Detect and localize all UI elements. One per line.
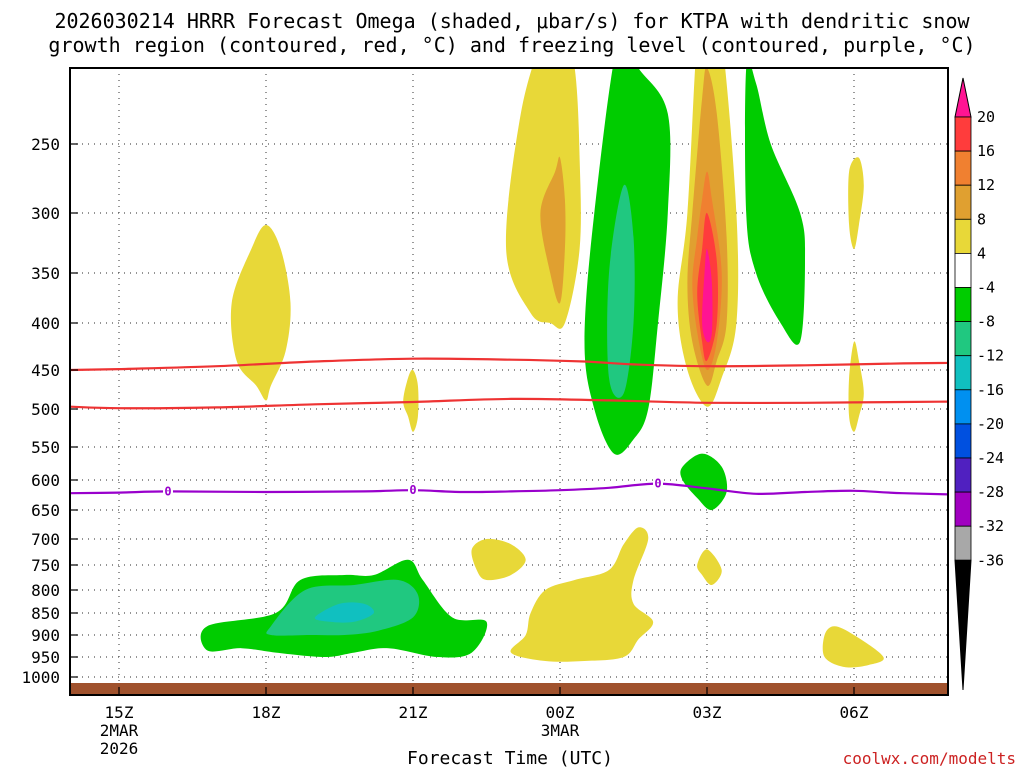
contour-line-2 <box>70 397 948 410</box>
y-tick-label-800: 800 <box>31 581 60 600</box>
x-tick-label-03z: 03Z <box>693 703 722 722</box>
y-axis-ticks: 250 300 350 400 450 500 550 600 650 700 750 800 850 9… <box>21 135 78 687</box>
freezing-level-label-bg-1 <box>163 484 173 498</box>
credit-text: coolwx.com/modelts <box>843 749 1016 768</box>
y-tick-label-550: 550 <box>31 438 60 457</box>
colorbar-bottom-arrow <box>954 559 972 691</box>
colorbar-label-6: -4 <box>977 279 995 297</box>
colorbar-swatch-3 <box>954 184 972 220</box>
colorbar-swatch-7 <box>954 321 972 357</box>
x-tick-year-15z: 2026 <box>100 739 139 758</box>
colorbar-label-13: -32 <box>977 517 1004 535</box>
omega-shading <box>200 68 884 668</box>
colorbar-swatch-8 <box>954 355 972 391</box>
plot-area: 0 0 0 <box>69 67 949 696</box>
omega-region-2 <box>403 369 419 432</box>
colorbar-label-7: -8 <box>977 313 995 331</box>
colorbar-label-3: 12 <box>977 176 995 194</box>
omega-region-1 <box>230 225 291 401</box>
omega-region-11 <box>702 248 713 343</box>
freezing-level-label-3: 0 <box>654 477 661 491</box>
colorbar-swatch-10 <box>954 423 972 459</box>
colorbar-label-8: -12 <box>977 347 1004 365</box>
colorbar-label-10: -20 <box>977 415 1004 433</box>
x-tick-label-18z: 18Z <box>252 703 281 722</box>
y-tick-label-350: 350 <box>31 264 60 283</box>
x-tick-label-06z: 06Z <box>840 703 869 722</box>
colorbar-swatch-13 <box>954 525 972 561</box>
x-tick-label-15z: 15Z <box>105 703 134 722</box>
contour-line-1 <box>70 357 948 372</box>
y-tick-label-1000: 1000 <box>21 668 60 687</box>
y-tick-label-950: 950 <box>31 648 60 667</box>
colorbar-label-1: 20 <box>977 108 995 126</box>
x-tick-label-21z: 21Z <box>399 703 428 722</box>
y-tick-label-600: 600 <box>31 471 60 490</box>
colorbar-swatch-4 <box>954 218 972 254</box>
colorbar-swatch-5 <box>954 252 972 288</box>
y-tick-label-450: 450 <box>31 361 60 380</box>
contour-line-3 <box>70 482 948 496</box>
colorbar: 20 16 12 8 4 -4 -8 -12 -16 -20 -24 -28 -32 -36 <box>954 77 1004 691</box>
colorbar-swatch-9 <box>954 389 972 425</box>
colorbar-swatch-12 <box>954 491 972 527</box>
freezing-level-label-1: 0 <box>164 484 171 498</box>
omega-region-19 <box>471 538 526 581</box>
x-tick-date-15z: 2MAR <box>100 721 139 740</box>
omega-region-13 <box>848 157 864 249</box>
colorbar-swatch-11 <box>954 457 972 493</box>
y-tick-label-650: 650 <box>31 501 60 520</box>
y-tick-label-700: 700 <box>31 530 60 549</box>
y-tick-label-900: 900 <box>31 626 60 645</box>
y-tick-label-750: 750 <box>31 556 60 575</box>
x-tick-label-00z: 00Z <box>546 703 575 722</box>
y-tick-label-850: 850 <box>31 604 60 623</box>
colorbar-label-14: -36 <box>977 551 1004 569</box>
x-tick-date-00z: 3MAR <box>541 721 580 740</box>
colorbar-label-4: 8 <box>977 210 986 228</box>
y-tick-label-250: 250 <box>31 135 60 154</box>
chart-title-line-1: 2026030214 HRRR Forecast Omega (shaded, … <box>54 9 970 33</box>
y-tick-label-400: 400 <box>31 314 60 333</box>
y-tick-label-300: 300 <box>31 204 60 223</box>
omega-region-6 <box>607 184 635 398</box>
plot-background <box>70 68 948 695</box>
contour-lines: 0 0 0 <box>70 357 948 498</box>
omega-region-4 <box>540 156 566 304</box>
omega-region-12 <box>745 68 806 345</box>
colorbar-swatch-1 <box>954 116 972 152</box>
omega-region-18 <box>314 602 375 623</box>
freezing-level-label-2: 0 <box>409 483 416 497</box>
colorbar-label-9: -16 <box>977 381 1004 399</box>
plot-frame <box>69 67 949 696</box>
colorbar-label-11: -24 <box>977 449 1004 467</box>
colorbar-label-5: 4 <box>977 244 986 262</box>
x-axis-label: Forecast Time (UTC) <box>407 748 613 768</box>
omega-region-15 <box>680 453 728 511</box>
colorbar-swatch-2 <box>954 150 972 186</box>
colorbar-label-12: -28 <box>977 483 1004 501</box>
omega-region-21 <box>697 549 722 586</box>
chart-title-line-2: growth region (contoured, red, °C) and f… <box>48 33 975 57</box>
freezing-level-label-bg-2 <box>408 483 418 497</box>
colorbar-top-arrow <box>954 77 972 118</box>
freezing-level-label-bg-3 <box>653 476 663 490</box>
y-tick-label-500: 500 <box>31 400 60 419</box>
terrain-bar <box>70 683 948 695</box>
colorbar-swatch-6 <box>954 287 972 322</box>
omega-region-20 <box>510 527 654 662</box>
colorbar-label-2: 16 <box>977 142 995 160</box>
omega-region-22 <box>822 626 884 668</box>
